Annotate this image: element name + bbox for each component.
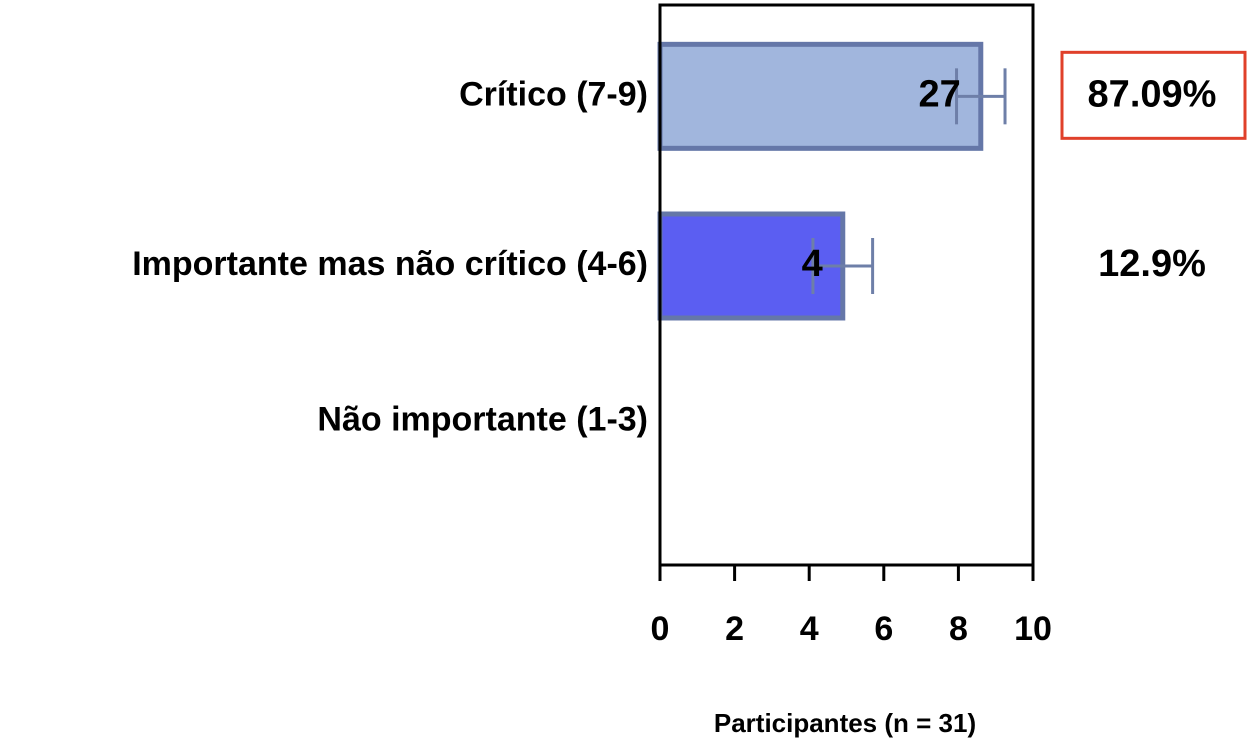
data-label: 27 (918, 73, 960, 115)
plot-frame (658, 3, 1035, 567)
y-tick-label: Crítico (7-9) (459, 75, 648, 113)
y-tick-label: Não importante (1-3) (317, 401, 648, 439)
x-tick-label: 10 (1014, 610, 1052, 648)
percentage-label: 12.9% (1098, 243, 1206, 285)
x-tick-label: 6 (874, 610, 893, 648)
x-axis-label: Participantes (n = 31) (714, 708, 976, 738)
x-tick-label: 8 (949, 610, 968, 648)
bar (657, 41, 984, 151)
y-tick-label: Importante mas não crítico (4-6) (132, 245, 648, 283)
highlight-box (1060, 50, 1247, 140)
percentage-label: 87.09% (1088, 73, 1217, 115)
data-label: 4 (802, 243, 823, 285)
x-tick-label: 0 (651, 610, 670, 648)
x-tick-label: 2 (725, 610, 744, 648)
x-tick-label: 4 (800, 610, 819, 648)
